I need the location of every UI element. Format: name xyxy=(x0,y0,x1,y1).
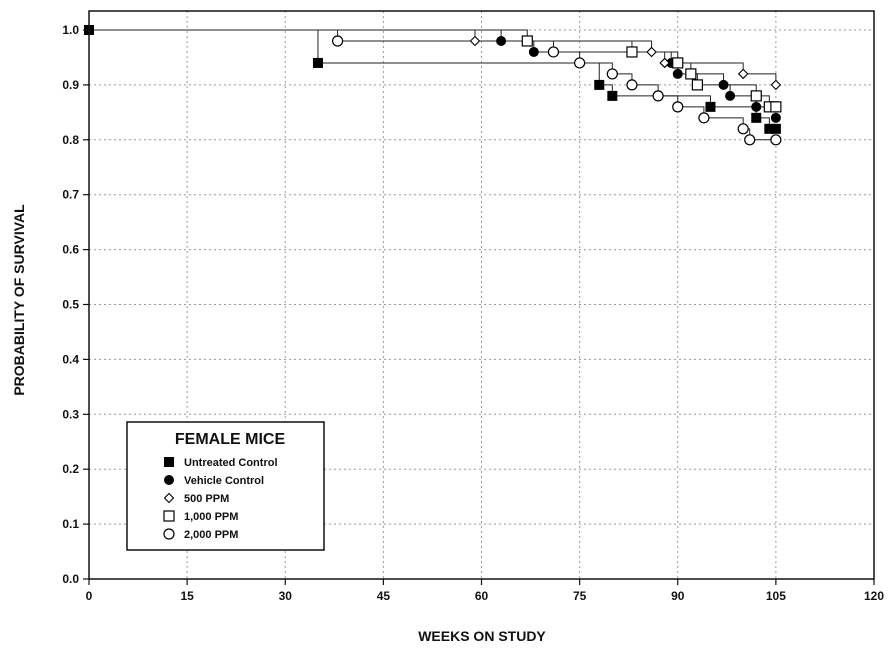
legend-title: FEMALE MICE xyxy=(175,431,286,448)
x-axis-title: WEEKS ON STUDY xyxy=(418,628,546,644)
x-tick-label: 15 xyxy=(180,589,194,603)
data-point xyxy=(744,134,756,146)
ticks-layer xyxy=(83,29,875,585)
data-point xyxy=(626,79,638,91)
survival-curve-4 xyxy=(89,29,776,141)
data-point xyxy=(331,35,344,47)
data-point xyxy=(626,46,638,58)
data-point xyxy=(574,57,586,69)
data-point xyxy=(528,46,539,57)
legend-label: Untreated Control xyxy=(184,457,278,469)
x-tick-label: 120 xyxy=(864,589,884,603)
data-point xyxy=(606,68,618,80)
data-point xyxy=(770,134,782,146)
x-tick-label: 30 xyxy=(279,589,293,603)
data-point xyxy=(698,112,710,124)
data-point xyxy=(770,112,781,123)
x-tick-label: 0 xyxy=(86,589,93,603)
legend-marker xyxy=(163,492,175,504)
data-point xyxy=(652,90,664,102)
legend-marker xyxy=(164,457,174,467)
legend-label: 500 PPM xyxy=(184,493,229,505)
x-tick-label: 75 xyxy=(573,589,587,603)
y-tick-label: 0.9 xyxy=(62,78,79,92)
data-point xyxy=(672,101,684,113)
data-point xyxy=(718,79,729,90)
legend-label: Vehicle Control xyxy=(184,475,264,487)
data-point xyxy=(594,79,605,90)
data-point xyxy=(496,35,507,46)
data-point xyxy=(646,46,657,58)
data-point xyxy=(691,79,703,91)
data-point xyxy=(725,90,736,101)
data-point xyxy=(607,90,618,101)
data-point xyxy=(770,101,782,113)
legend-marker xyxy=(163,528,175,540)
data-point xyxy=(312,57,323,68)
legend-label: 1,000 PPM xyxy=(184,511,238,523)
data-point xyxy=(672,57,684,69)
data-point xyxy=(751,112,762,123)
curves-layer xyxy=(89,29,777,141)
x-tick-label: 45 xyxy=(377,589,391,603)
x-tick-labels: 0 15 30 45 60 75 90 105 120 xyxy=(86,589,885,603)
y-tick-label: 0.2 xyxy=(62,462,79,476)
x-tick-label: 90 xyxy=(671,589,685,603)
data-point xyxy=(770,79,782,91)
data-point xyxy=(685,68,697,80)
legend-box xyxy=(126,421,325,551)
data-point xyxy=(770,123,781,134)
data-point xyxy=(659,57,670,69)
data-point xyxy=(521,35,533,47)
legend-label: 2,000 PPM xyxy=(184,529,238,541)
y-tick-label: 0.4 xyxy=(62,352,79,366)
y-tick-label: 0.7 xyxy=(62,188,79,202)
data-point xyxy=(705,101,716,112)
y-tick-label: 1.0 xyxy=(62,23,79,37)
legend: FEMALE MICE Untreated Control Vehicle Con… xyxy=(126,421,325,551)
y-tick-labels: 0.0 0.1 0.2 0.3 0.4 0.5 0.6 0.7 0.8 0.9 1.0 xyxy=(62,23,79,586)
legend-entries: Untreated Control Vehicle Control 500 PPM 1… xyxy=(163,457,278,541)
markers-layer xyxy=(84,25,782,146)
data-point xyxy=(751,101,762,112)
data-point xyxy=(764,123,775,134)
data-point xyxy=(547,46,560,58)
data-point xyxy=(737,68,749,80)
legend-marker xyxy=(164,475,174,485)
survival-curve-0 xyxy=(89,29,776,130)
y-tick-label: 0.3 xyxy=(62,407,79,421)
x-tick-label: 105 xyxy=(766,589,786,603)
legend-marker xyxy=(163,510,175,522)
y-tick-label: 0.6 xyxy=(62,243,79,257)
y-tick-label: 0.5 xyxy=(62,298,79,312)
x-tick-label: 60 xyxy=(475,589,489,603)
y-tick-label: 0.8 xyxy=(62,133,79,147)
y-tick-label: 0.0 xyxy=(62,572,79,586)
y-axis-title: PROBABILITY OF SURVIVAL xyxy=(11,204,27,396)
data-point xyxy=(672,68,683,79)
data-point xyxy=(750,90,762,102)
data-point xyxy=(469,35,481,47)
y-tick-label: 0.1 xyxy=(62,517,79,531)
data-point xyxy=(737,123,749,135)
